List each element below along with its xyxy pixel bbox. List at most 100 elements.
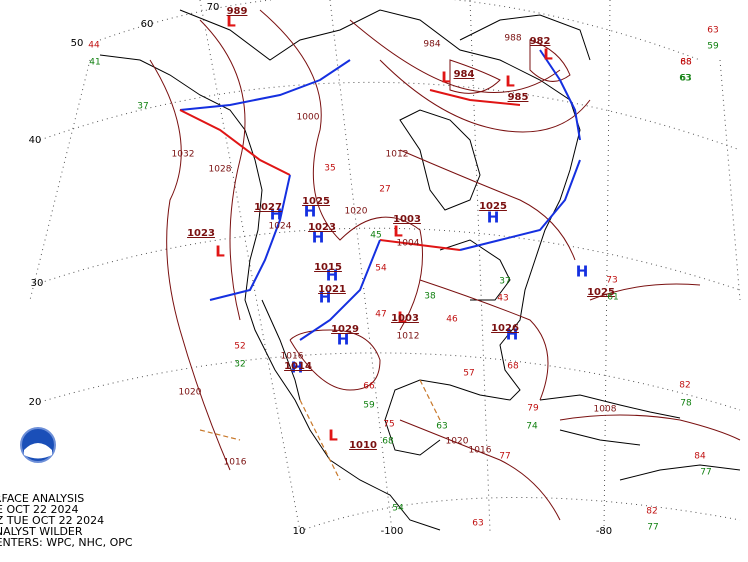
grid-label: 20 bbox=[29, 397, 42, 408]
station-value: 43 bbox=[497, 294, 508, 304]
isobar-label: 1020 bbox=[345, 207, 368, 217]
station-value: 61 bbox=[607, 293, 618, 303]
center-symbol: H bbox=[337, 331, 350, 349]
grid-label: 70 bbox=[207, 2, 220, 13]
center-pressure: 1014 bbox=[284, 361, 312, 372]
station-value: 54 bbox=[375, 264, 387, 274]
center-symbol: H bbox=[319, 289, 332, 307]
center-symbol: H bbox=[576, 263, 589, 281]
center-symbol: L bbox=[328, 427, 338, 445]
station-value: 63 bbox=[472, 519, 483, 529]
station-value: 47 bbox=[375, 310, 386, 320]
center-pressure: 989 bbox=[227, 6, 248, 17]
center-pressure: 1025 bbox=[302, 196, 330, 207]
isobar-label: 1028 bbox=[209, 165, 232, 175]
info-line: COLLABORATING CENTERS: WPC, NHC, OPC bbox=[0, 536, 133, 549]
isobar-label: 1032 bbox=[172, 150, 195, 160]
center-symbol: L bbox=[215, 243, 225, 261]
center-symbol: L bbox=[543, 46, 553, 64]
isobars bbox=[149, 9, 741, 521]
grid-label: 10 bbox=[293, 526, 306, 537]
center-pressure: 1025 bbox=[479, 201, 507, 212]
center-pressure: 1021 bbox=[318, 284, 346, 295]
station-value: 77 bbox=[499, 452, 510, 462]
center-symbol: H bbox=[487, 209, 500, 227]
station-value: 63 bbox=[707, 26, 718, 36]
grid-label: 30 bbox=[31, 278, 44, 289]
station-value: 73 bbox=[606, 276, 617, 286]
isobar-label: 1024 bbox=[269, 222, 292, 232]
station-value: 63 bbox=[679, 74, 690, 84]
info-block: 0600Z SURFACE ANALYSISDATE: TUE OCT 22 2… bbox=[0, 492, 133, 549]
fronts bbox=[179, 49, 581, 481]
isobar-label: 1012 bbox=[386, 150, 409, 160]
station-value: 46 bbox=[446, 315, 458, 325]
info-line: ISSUED: 0733Z TUE OCT 22 2024 bbox=[0, 514, 104, 527]
station-value: 57 bbox=[463, 369, 474, 379]
station-value: 37 bbox=[137, 102, 148, 112]
station-value: 59 bbox=[707, 42, 719, 52]
center-pressure: 984 bbox=[454, 69, 475, 80]
station-value: 79 bbox=[527, 404, 539, 414]
station-value: 32 bbox=[234, 360, 245, 370]
station-value: 37 bbox=[499, 277, 510, 287]
isobar-label: 1016 bbox=[469, 446, 492, 456]
station-value: 88 bbox=[680, 58, 692, 68]
isobar-label: 1016 bbox=[281, 352, 304, 362]
station-value: 68 bbox=[680, 58, 692, 68]
center-pressure: 1015 bbox=[314, 262, 342, 273]
center-symbol: H bbox=[326, 267, 339, 285]
center-pressure: 1029 bbox=[331, 324, 359, 335]
grid-label: 40 bbox=[29, 135, 42, 146]
station-value: 54 bbox=[392, 504, 404, 514]
center-pressure: 1010 bbox=[349, 440, 377, 451]
center-pressure: 1023 bbox=[187, 228, 215, 239]
grid-label: -100 bbox=[381, 526, 404, 537]
station-value: 44 bbox=[88, 41, 100, 51]
center-symbol: H bbox=[312, 229, 325, 247]
station-value: 45 bbox=[370, 231, 381, 241]
station-value: 68 bbox=[382, 437, 394, 447]
station-value: 41 bbox=[89, 58, 100, 68]
center-pressure: 1003 bbox=[393, 214, 421, 225]
info-line: 0600Z SURFACE ANALYSIS bbox=[0, 492, 84, 505]
center-pressure: 1023 bbox=[308, 222, 336, 233]
grid-label: 50 bbox=[71, 38, 84, 49]
noaa-logo bbox=[20, 427, 56, 463]
center-pressure: 1003 bbox=[391, 313, 419, 324]
station-value: 66 bbox=[363, 382, 375, 392]
info-line: BY WPC ANALYST WILDER bbox=[0, 525, 83, 538]
info-line: DATE: TUE OCT 22 2024 bbox=[0, 503, 79, 516]
coastlines bbox=[99, 9, 741, 531]
center-symbol: L bbox=[397, 309, 407, 327]
station-value: 78 bbox=[680, 399, 692, 409]
station-value: 63 bbox=[680, 74, 691, 84]
station-value: 77 bbox=[647, 523, 658, 533]
grid-label: -80 bbox=[596, 526, 612, 537]
isobar-label: 984 bbox=[423, 40, 440, 50]
isobar-label: 1020 bbox=[446, 437, 469, 447]
station-value: 82 bbox=[646, 507, 657, 517]
center-symbol: H bbox=[506, 326, 519, 344]
station-value: 59 bbox=[363, 401, 375, 411]
station-value: 75 bbox=[383, 420, 394, 430]
isobar-label: 1016 bbox=[224, 458, 247, 468]
center-pressure: 1026 bbox=[491, 323, 519, 334]
center-pressure: 982 bbox=[530, 36, 551, 47]
center-symbol: H bbox=[270, 206, 283, 224]
center-symbol: L bbox=[393, 223, 403, 241]
station-value: 63 bbox=[436, 422, 447, 432]
center-pressure: 985 bbox=[508, 92, 529, 103]
isobar-label: 1012 bbox=[397, 332, 420, 342]
center-pressure: 1025 bbox=[587, 287, 615, 298]
center-symbol: L bbox=[505, 73, 515, 91]
station-value: 52 bbox=[234, 342, 245, 352]
center-pressure: 1027 bbox=[254, 202, 282, 213]
station-value: 68 bbox=[507, 362, 519, 372]
station-value: 84 bbox=[694, 452, 706, 462]
isobar-label: 988 bbox=[504, 34, 521, 44]
grid-label: 60 bbox=[141, 19, 154, 30]
isobar-label: 1008 bbox=[594, 405, 617, 415]
